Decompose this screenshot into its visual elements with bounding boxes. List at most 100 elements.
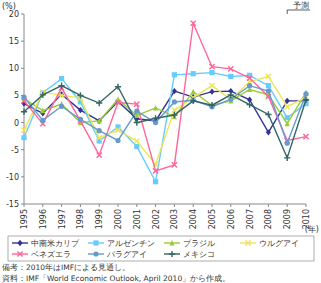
marker: [247, 75, 252, 80]
marker: [134, 138, 139, 143]
marker: [209, 64, 214, 69]
x-tick-label: 2005: [208, 209, 217, 229]
y-tick: [21, 176, 24, 177]
legend-marker: [17, 240, 22, 246]
marker: [134, 102, 139, 107]
marker: [115, 100, 120, 105]
marker: [115, 128, 120, 133]
legend-symbol: [169, 251, 175, 257]
marker: [266, 88, 271, 93]
marker: [303, 91, 308, 96]
legend-marker: [245, 240, 250, 245]
marker: [228, 92, 234, 98]
marker: [209, 70, 214, 75]
marker: [97, 135, 102, 140]
marker: [266, 74, 271, 79]
x-tick-label: 1995: [20, 209, 29, 229]
series: [21, 83, 309, 161]
series-line: [24, 89, 306, 123]
x-tick-label: 2006: [227, 209, 236, 229]
marker: [172, 162, 177, 167]
annotation: 予測: [293, 1, 309, 10]
x-tick: [193, 204, 194, 207]
x-tick-label: 1999: [95, 209, 104, 229]
marker: [228, 74, 233, 79]
marker: [134, 144, 139, 149]
y-tick-label: 5: [14, 91, 19, 100]
x-tick-label: 2004: [189, 209, 198, 229]
x-tick: [249, 204, 250, 207]
y-tick-label: -15: [6, 200, 19, 209]
marker: [97, 128, 102, 133]
x-tick: [155, 204, 156, 207]
y-tick: [21, 14, 24, 15]
annotation-bracket: [287, 10, 310, 14]
marker: [59, 83, 65, 89]
series-line: [24, 76, 306, 164]
marker: [172, 99, 177, 104]
marker: [77, 92, 83, 98]
marker: [209, 102, 215, 108]
legend-symbol: [17, 251, 22, 256]
x-tick: [230, 204, 231, 207]
x-tick: [287, 204, 288, 207]
marker: [134, 109, 139, 114]
x-tick-label: 2001: [133, 209, 142, 229]
x-tick-label: 2007: [246, 209, 255, 229]
legend-label: ベネズエラ: [31, 250, 71, 259]
marker: [284, 155, 290, 161]
series: [21, 21, 308, 174]
legend-symbol: [93, 240, 98, 245]
series-line: [24, 73, 306, 182]
legend-marker: [169, 251, 175, 257]
marker: [172, 72, 177, 77]
marker: [134, 119, 140, 125]
legend-symbol: [169, 240, 174, 246]
marker: [191, 21, 196, 26]
marker: [115, 138, 120, 143]
series-line: [24, 86, 306, 144]
x-tick-label: 2003: [170, 209, 179, 229]
y-tick: [21, 122, 24, 123]
marker: [303, 97, 309, 103]
x-tick: [118, 204, 119, 207]
marker: [40, 118, 45, 123]
x-label: (年): [305, 225, 319, 234]
series: [21, 83, 308, 146]
marker: [21, 109, 27, 115]
marker: [97, 153, 102, 158]
legend-label: 中南米カリブ: [31, 239, 80, 248]
x-axis: [24, 204, 306, 205]
y-tick: [21, 41, 24, 42]
legend-label: メキシコ: [183, 250, 215, 259]
x-tick-label: 2002: [152, 209, 161, 229]
x-tick: [42, 204, 43, 207]
marker: [97, 118, 102, 124]
x-tick-label: 1998: [76, 209, 85, 229]
marker: [40, 108, 45, 114]
marker: [171, 112, 177, 118]
x-tick: [174, 204, 175, 207]
marker: [59, 104, 64, 109]
legend-marker: [17, 251, 22, 256]
y-tick-label: -5: [11, 146, 19, 155]
marker: [115, 84, 121, 90]
legend-marker: [169, 240, 174, 246]
series-line: [24, 86, 306, 158]
x-tick-label: 2000: [114, 209, 123, 229]
marker: [21, 128, 26, 133]
y-tick-label: 20: [9, 10, 19, 19]
x-tick: [212, 204, 213, 207]
marker: [190, 98, 196, 104]
marker: [40, 92, 46, 98]
marker: [265, 111, 271, 117]
x-tick-label: 1997: [58, 209, 67, 229]
x-tick-label: 1996: [39, 209, 48, 229]
marker: [78, 107, 83, 113]
y-tick: [21, 68, 24, 69]
legend-label: アルゼンチン: [107, 239, 155, 248]
marker: [209, 83, 214, 88]
marker: [96, 100, 102, 106]
marker: [59, 76, 64, 81]
y-tick-label: 10: [9, 64, 19, 73]
